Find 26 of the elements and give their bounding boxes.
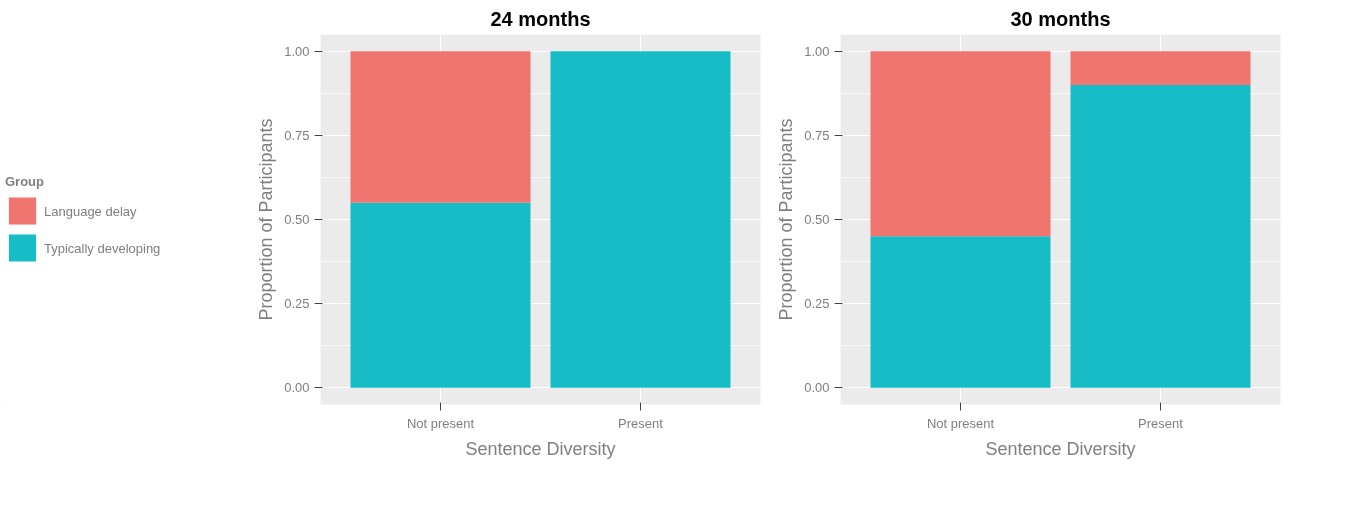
y-tick-label: 0.75	[804, 127, 830, 143]
x-tick-label: Not present	[406, 415, 475, 431]
chart-title: 24 months	[490, 7, 591, 30]
y-tick-label: 0.00	[804, 380, 830, 396]
y-tick-label: 1.00	[804, 43, 830, 59]
legend-title: Group	[5, 173, 45, 189]
y-axis-title: Proportion of Participants	[256, 118, 277, 321]
x-axis-title: Sentence Diversity	[985, 438, 1136, 459]
legend-label: Typically developing	[44, 240, 161, 255]
legend-label: Language delay	[44, 203, 137, 218]
x-tick-label: Present	[1138, 415, 1184, 431]
y-axis-title: Proportion of Participants	[776, 118, 797, 321]
bar	[870, 51, 1051, 237]
y-tick-label: 0.50	[284, 212, 310, 227]
y-tick-label: 1.00	[284, 43, 310, 59]
y-tick-label: 0.00	[284, 380, 310, 396]
y-tick-label: 0.75	[284, 127, 310, 143]
x-tick-label: Present	[618, 415, 664, 431]
x-axis-title: Sentence Diversity	[465, 438, 616, 459]
chart-title: 30 months	[1010, 7, 1111, 30]
x-tick-label: Not present	[926, 415, 995, 431]
bar	[1070, 51, 1251, 85]
y-tick-label: 0.25	[804, 296, 830, 312]
y-tick-label: 0.25	[284, 296, 310, 312]
bar	[870, 236, 1051, 388]
y-tick-label: 0.50	[804, 212, 830, 227]
